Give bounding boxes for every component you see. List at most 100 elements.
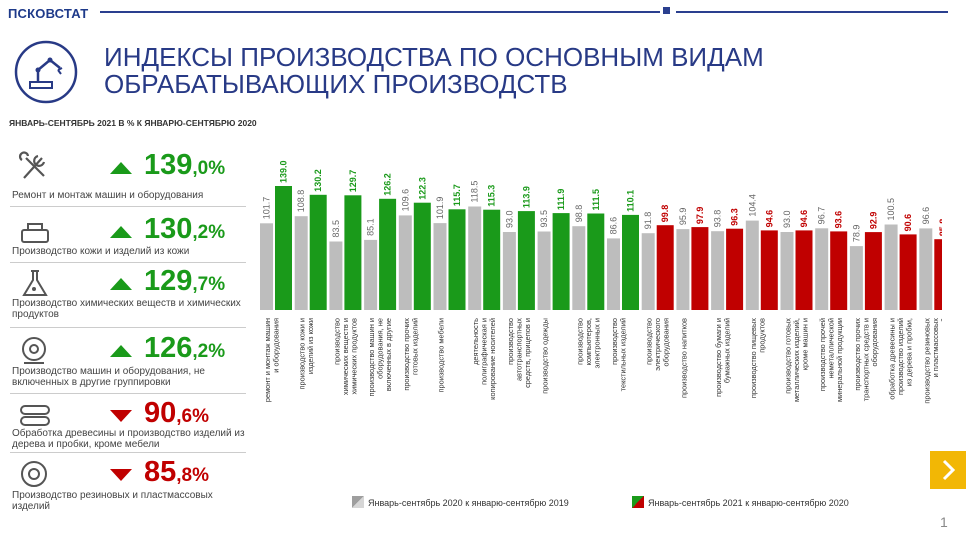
data-label-2021-6: 115.3	[487, 185, 497, 207]
indicator-divider	[10, 262, 246, 263]
category-label-4: производство прочихготовых изделий	[402, 318, 420, 391]
page-title: ИНДЕКСЫ ПРОИЗВОДСТВА ПО ОСНОВНЫМ ВИДАМ О…	[104, 42, 764, 99]
arrow-up-icon	[110, 278, 132, 290]
wood-logs-icon	[20, 405, 50, 426]
legend-swatch-2021	[632, 496, 644, 508]
indicator-value-dec: ,8%	[176, 465, 210, 486]
bar-2020-10	[607, 238, 620, 310]
bar-2021-15	[795, 230, 813, 310]
bar-2021-18	[899, 234, 917, 310]
bar-2020-17	[849, 246, 863, 310]
category-label-13: производство бумаги ибумажных изделий	[714, 318, 732, 397]
bar-2021-13	[726, 228, 744, 310]
indicator-divider	[10, 327, 246, 328]
data-label-2021-12: 97.9	[695, 207, 705, 225]
data-label-2020-5: 101.9	[435, 197, 445, 220]
bar-2021-17	[864, 232, 882, 310]
indicator-divider	[10, 452, 246, 453]
data-label-2021-17: 92.9	[868, 212, 878, 230]
data-label-2020-18: 100.5	[886, 198, 896, 221]
indicator-value-dec: ,2%	[192, 341, 226, 362]
data-label-2021-1: 130.2	[313, 169, 323, 192]
bar-2021-3	[379, 198, 397, 310]
indicator-label: Ремонт и монтаж машин и оборудования	[12, 190, 204, 201]
indicator-label: Производство резиновых и пластмассовых и…	[12, 490, 213, 512]
data-label-2021-10: 110.1	[626, 190, 636, 212]
bar-2021-9	[587, 213, 605, 310]
indicator-value-int: 129	[144, 265, 193, 297]
data-label-2020-10: 86.6	[609, 217, 619, 235]
data-label-2021-15: 94.6	[799, 210, 809, 228]
data-label-2020-3: 85.1	[366, 218, 376, 236]
data-label-2020-11: 91.8	[643, 212, 653, 230]
production-index-chart: 101.7 139.0 ремонт и монтаж машини оборудо…	[260, 160, 942, 404]
bar-2020-3	[364, 239, 378, 310]
indicator-value: 139,0%	[144, 150, 225, 184]
indicator-value-dec: ,7%	[192, 274, 226, 295]
bar-2020-11	[641, 233, 655, 310]
bar-2020-0	[260, 223, 273, 310]
indicator-value-int: 90	[144, 397, 177, 429]
data-label-2020-14: 104.4	[747, 194, 757, 217]
bar-2021-19	[934, 239, 942, 310]
leather-goods-icon	[21, 223, 49, 243]
indicator-label: Производство машин и оборудования, не вк…	[12, 366, 205, 388]
header-divider-right	[676, 11, 948, 13]
indicator-value-dec: ,2%	[192, 222, 226, 243]
bar-2021-1	[309, 194, 327, 310]
data-label-2021-13: 96.3	[730, 208, 740, 226]
bar-2021-10	[622, 214, 639, 310]
indicator-value: 130,2%	[144, 214, 225, 248]
data-label-2021-16: 93.6	[834, 211, 844, 229]
bar-2021-12	[691, 227, 709, 310]
page-number: 1	[940, 514, 948, 530]
data-label-2020-9: 98.8	[574, 205, 584, 223]
arrow-up-icon	[110, 226, 132, 238]
arrow-down-icon	[110, 469, 132, 481]
data-label-2021-7: 113.9	[521, 186, 531, 208]
bar-2020-15	[780, 232, 794, 310]
bar-2020-13	[711, 231, 725, 310]
indicator-value-dec: ,0%	[192, 158, 226, 179]
bar-2020-4	[398, 215, 412, 310]
bar-2021-16	[830, 231, 848, 310]
indicator-divider	[10, 206, 246, 207]
tire-icon	[21, 461, 47, 487]
category-label-15: производство готовыхметаллических издели…	[784, 318, 810, 402]
bar-2021-5	[448, 209, 466, 310]
arrow-down-icon	[110, 410, 132, 422]
category-label-11: производствоэлектрическогооборудования	[645, 318, 671, 371]
data-label-2021-0: 139.0	[279, 160, 289, 183]
bar-2020-9	[572, 226, 586, 310]
category-label-17: производство прочихтранспортных средств …	[853, 318, 879, 402]
top-bar: ПСКОВСТАТ	[0, 0, 968, 24]
indicator-label: Производство кожи и изделий из кожи	[12, 246, 190, 257]
data-label-2020-0: 101.7	[262, 197, 272, 220]
bar-2021-6	[483, 209, 501, 310]
bar-2021-0	[275, 186, 292, 310]
indicator-value-int: 85	[144, 456, 177, 488]
indicator-value-int: 139	[144, 149, 193, 181]
header-divider-square	[663, 7, 670, 14]
data-label-2020-4: 109.6	[400, 189, 410, 212]
category-label-19: производство резиновыхи пластмассовыхизд…	[922, 318, 942, 404]
data-label-2021-4: 122.3	[417, 177, 427, 200]
data-label-2020-16: 96.7	[817, 207, 827, 225]
bar-2020-14	[745, 220, 759, 310]
category-label-3: производство машин иоборудования, невклю…	[367, 318, 393, 396]
category-label-18: обработка древесины ипроизводство издели…	[888, 318, 914, 400]
bar-2020-7	[502, 232, 516, 310]
category-label-16: производство прочейнеметаллическойминера…	[818, 318, 844, 402]
legend-item-2020: Январь-сентябрь 2020 к январю-сентябрю 2…	[352, 496, 569, 508]
bar-2020-1	[294, 216, 308, 310]
indicator-value-int: 126	[144, 332, 193, 364]
data-label-2020-12: 95.9	[678, 208, 688, 226]
category-label-14: производство пищевыхпродуктов	[749, 318, 767, 398]
brand-name: ПСКОВСТАТ	[8, 6, 89, 21]
data-label-2020-1: 108.8	[296, 190, 306, 213]
category-label-12: производство напитков	[679, 318, 688, 398]
next-slide-button[interactable]	[930, 451, 966, 489]
data-label-2021-19: 85.8	[938, 219, 942, 237]
legend-swatch-2020	[352, 496, 364, 508]
bar-2021-14	[760, 230, 778, 310]
